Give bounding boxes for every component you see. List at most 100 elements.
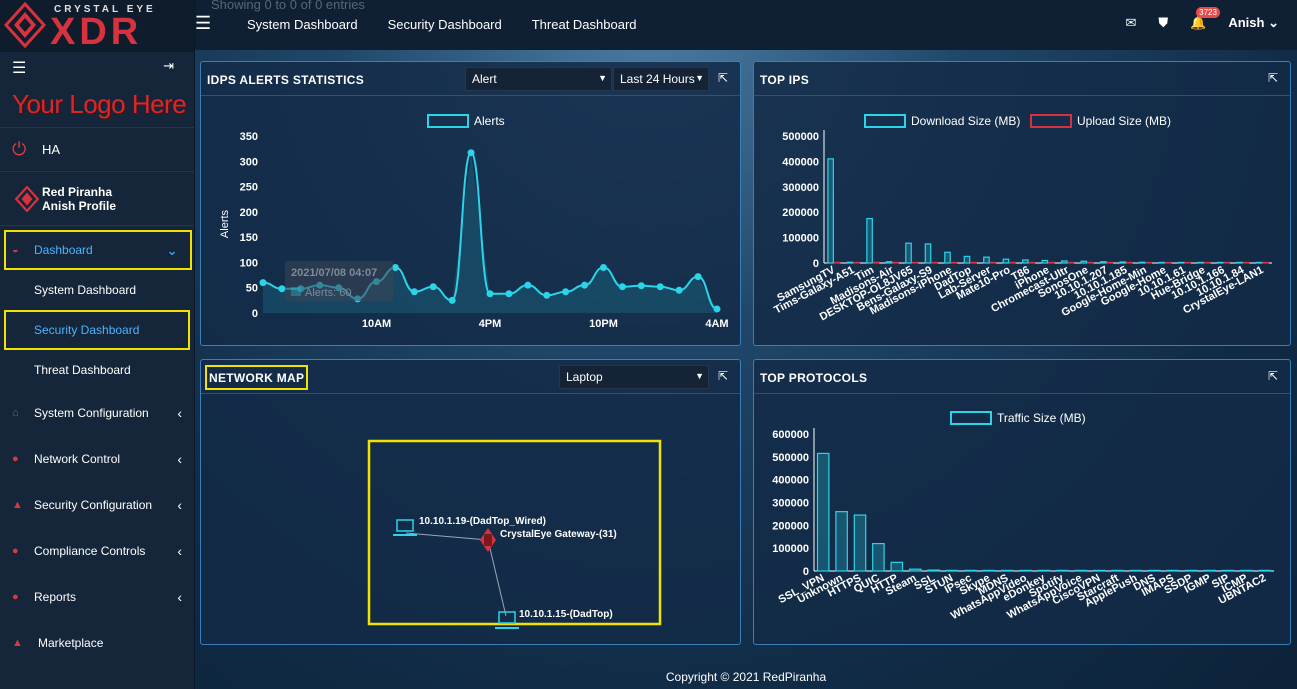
bar: [1111, 569, 1124, 572]
bar: [827, 158, 834, 264]
laptop-node-icon[interactable]: [495, 611, 519, 629]
bar: [1002, 258, 1010, 264]
bar: [853, 261, 860, 264]
sidebar-item-system-configuration[interactable]: ⌂ System Configuration ‹: [0, 390, 194, 436]
sidebar-item-security-configuration[interactable]: ▲ Security Configuration ‹: [0, 482, 194, 528]
bar: [872, 543, 885, 572]
cart-icon: ▲: [12, 637, 23, 649]
y-tick-label: 500000: [772, 452, 809, 464]
bar: [924, 243, 932, 264]
external-link-icon[interactable]: ⇱: [717, 71, 728, 85]
idps-line-chart: Alerts 0 50 100 150 200 250 300 350 Alerts 10AM 4PM…: [219, 114, 729, 330]
time-range-select[interactable]: Last 24 Hours ▼: [613, 67, 709, 91]
caret-down-icon: ▼: [695, 371, 704, 381]
sidebar-item-marketplace[interactable]: ▲ Marketplace: [0, 620, 194, 666]
bar: [1221, 569, 1235, 572]
sidebar-item-dashboard[interactable]: ◒ Dashboard ⌄: [4, 230, 192, 270]
tooltip-swatch: [291, 287, 301, 296]
menu-icon[interactable]: ☰: [195, 13, 212, 33]
bar: [835, 511, 848, 572]
bar: [1037, 569, 1051, 572]
sidebar-sub-system-dashboard[interactable]: System Dashboard: [34, 283, 137, 297]
bar: [885, 261, 893, 264]
brand[interactable]: CRYSTAL EYE XDR: [0, 0, 194, 52]
legend-upload-label: Upload Size (MB): [1077, 114, 1171, 128]
legend-alerts-label: Alerts: [474, 114, 505, 128]
mail-icon[interactable]: ✉: [1125, 15, 1137, 30]
bar: [833, 261, 841, 264]
alerts-point: [600, 263, 607, 271]
bar: [905, 242, 912, 264]
top-ips-title: TOP IPS: [760, 73, 810, 87]
bar: [1158, 261, 1166, 264]
x-tick-label: 4PM: [479, 318, 502, 330]
sidebar-item-compliance-controls[interactable]: ● Compliance Controls ‹: [0, 528, 194, 574]
profile-item[interactable]: Red Piranha Anish Profile: [0, 172, 194, 226]
bar: [1092, 569, 1106, 572]
bar: [1086, 261, 1094, 264]
chevron-left-icon: ‹: [177, 589, 182, 605]
alerts-point: [486, 290, 494, 298]
x-tick-label: 10AM: [362, 318, 391, 330]
bar: [1236, 261, 1243, 264]
y-tick-label: 600000: [772, 429, 809, 441]
shield-icon[interactable]: ⛊: [1158, 15, 1169, 30]
bar: [989, 261, 997, 264]
user-menu[interactable]: Anish ⌄: [1228, 15, 1279, 31]
external-link-icon[interactable]: ⇱: [717, 369, 728, 383]
device-type-select[interactable]: Laptop ▼: [559, 365, 709, 389]
compliance-icon: ●: [12, 545, 19, 557]
nav-threat-dashboard[interactable]: Threat Dashboard: [531, 17, 637, 32]
sidebar-menu-icon[interactable]: ☰: [12, 60, 27, 77]
bell-icon[interactable]: 🔔 3723: [1190, 7, 1220, 31]
bar: [892, 261, 899, 264]
dashboard-label: Dashboard: [34, 243, 93, 257]
y-tick-label: 300000: [782, 182, 819, 194]
alert-type-select[interactable]: Alert ▼: [465, 67, 612, 91]
alerts-point: [448, 296, 456, 304]
bar: [1177, 261, 1185, 264]
bar: [1048, 261, 1055, 264]
sidebar-item-ha[interactable]: ⏻ HA: [0, 128, 194, 172]
alerts-point: [505, 290, 513, 298]
reports-label: Reports: [34, 590, 77, 604]
y-tick-label: 300000: [772, 498, 809, 510]
bar: [1106, 261, 1114, 264]
legend-download-swatch: [864, 114, 906, 128]
sidebar-sub-security-dashboard[interactable]: Security Dashboard: [4, 310, 190, 350]
time-range-value: Last 24 Hours: [620, 72, 695, 86]
alerts-point: [429, 283, 437, 291]
sidebar-item-reports[interactable]: ● Reports ‹: [0, 574, 194, 620]
bar: [1074, 569, 1088, 572]
dashboard-submenu: System Dashboard Security Dashboard Thre…: [0, 270, 194, 390]
sidebar-exit-icon[interactable]: ⇥: [163, 58, 174, 73]
bar: [1262, 261, 1269, 264]
legend-traffic-swatch: [950, 411, 992, 425]
y-tick-label: 500000: [782, 131, 819, 143]
sidebar-sub-threat-dashboard[interactable]: Threat Dashboard: [34, 363, 131, 377]
nav-security-dashboard[interactable]: Security Dashboard: [387, 17, 502, 32]
bar: [1184, 569, 1198, 572]
bar: [1166, 569, 1180, 572]
profile-name: Red Piranha: [42, 184, 113, 199]
gateway-node-icon[interactable]: [480, 528, 496, 552]
shield-icon: ▲: [12, 499, 23, 511]
nav-system-dashboard[interactable]: System Dashboard: [247, 17, 358, 32]
network-control-label: Network Control: [34, 452, 121, 466]
topbar: Showing 0 to 0 of 0 entries ☰ System Das…: [195, 0, 1297, 50]
bar: [866, 217, 873, 264]
network-map-canvas: 10.10.1.19-(DadTop_Wired) CrystalEye Gat…: [367, 439, 662, 629]
laptop-node-icon[interactable]: [393, 519, 417, 536]
y-tick-label: 100000: [782, 233, 819, 245]
external-link-icon[interactable]: ⇱: [1267, 369, 1278, 383]
bar: [853, 514, 867, 572]
top-ips-bar-chart: Download Size (MB) Upload Size (MB) 0 10000…: [772, 114, 1272, 323]
bar: [1061, 260, 1068, 264]
chevron-left-icon: ‹: [177, 405, 182, 421]
sidebar-item-network-control[interactable]: ● Network Control ‹: [0, 436, 194, 482]
brand-name: XDR: [50, 11, 143, 53]
external-link-icon[interactable]: ⇱: [1267, 71, 1278, 85]
alerts-point: [581, 281, 589, 289]
bar: [1203, 569, 1216, 572]
bar: [931, 261, 938, 264]
